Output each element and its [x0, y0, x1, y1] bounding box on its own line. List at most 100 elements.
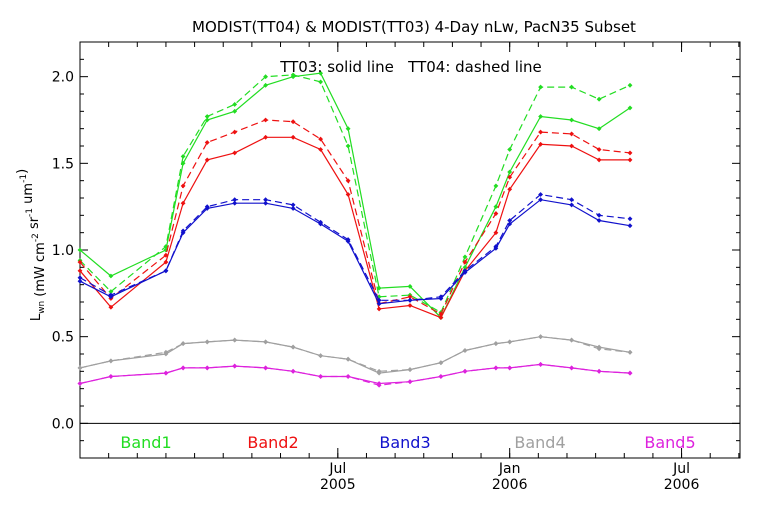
- band3-solid-point: [627, 223, 633, 229]
- band3-dashed-line: [79, 193, 631, 301]
- x-tick-month: Jan: [498, 461, 521, 477]
- plot-frame: [79, 41, 741, 459]
- band2-solid-point: [407, 303, 413, 308]
- band3-dashed-point: [538, 192, 544, 197]
- band3-solid-point: [376, 301, 382, 307]
- band3-dashed-point: [507, 218, 513, 223]
- band3-dashed-point: [163, 268, 169, 274]
- band3-solid-point: [507, 221, 513, 227]
- band2-dashed-point: [462, 259, 468, 265]
- band2-dashed-point: [180, 183, 186, 189]
- band3-dashed-point: [204, 204, 210, 210]
- band2-solid-point: [627, 157, 633, 163]
- band2-dashed-point: [77, 259, 83, 265]
- band4-dashed-point: [507, 339, 513, 345]
- band1-solid-point: [569, 117, 575, 123]
- band2-solid-point: [108, 304, 114, 310]
- band2-dashed-point: [627, 150, 633, 156]
- band4-dashed-point: [407, 367, 413, 373]
- band1-dashed-line: [79, 74, 631, 314]
- band3-dashed-point: [77, 275, 83, 281]
- band5-dashed-point: [627, 370, 633, 376]
- band1-dashed-point: [345, 143, 351, 149]
- band1-dashed-point: [263, 74, 269, 80]
- band3-solid-point: [290, 205, 296, 211]
- band2-dashed-point: [163, 252, 169, 258]
- band3-solid-point: [569, 202, 575, 208]
- band4-dashed-line: [79, 336, 631, 372]
- band3-dashed-point: [345, 237, 351, 243]
- band1-solid-point: [345, 126, 351, 132]
- band2-solid-point: [493, 230, 499, 236]
- band5-dashed-point: [180, 365, 186, 371]
- band1-solid-point: [263, 82, 269, 88]
- band3-solid-point: [77, 278, 83, 284]
- band1-solid-point: [77, 247, 83, 253]
- band2-solid-point: [232, 150, 238, 156]
- band3-dashed-point: [493, 244, 499, 249]
- band5-dashed-point: [493, 365, 499, 371]
- band5-dashed-point: [569, 365, 575, 371]
- legend: Band1 Band2 Band3 Band4 Band5: [120, 433, 695, 452]
- band4-dashed-point: [462, 348, 468, 353]
- y-axis-label: Lwn (mW cm-2 sr-1 um-1): [15, 169, 48, 321]
- band5-dashed-point: [232, 363, 238, 369]
- x-tick-month: Jul: [328, 461, 346, 477]
- band2-dashed-point: [232, 129, 238, 135]
- y-tick-label: 0.5: [52, 330, 74, 346]
- band2-solid-point: [569, 143, 575, 149]
- band2-solid-point: [318, 147, 324, 152]
- band5-dashed-point: [407, 379, 413, 385]
- band2-solid-point: [163, 259, 169, 265]
- band2-dashed-point: [596, 147, 602, 152]
- band1-solid-point: [318, 70, 324, 76]
- band1-dashed-point: [318, 79, 324, 85]
- legend-band3: Band3: [379, 433, 430, 452]
- band1-dashed-point: [108, 289, 114, 295]
- band2-dashed-point: [263, 117, 269, 123]
- band4-dashed-point: [77, 365, 83, 371]
- band4-dashed-point: [318, 353, 324, 359]
- band2-dashed-point: [569, 131, 575, 137]
- band1-solid-point: [596, 126, 602, 132]
- band2-solid-point: [180, 200, 186, 206]
- band5-dashed-point: [438, 374, 444, 379]
- band3-solid-point: [232, 200, 238, 206]
- band1-dashed-point: [462, 254, 468, 260]
- x-tick-year: 2006: [492, 477, 528, 493]
- band2-solid-point: [263, 134, 269, 140]
- band4-dashed-point: [538, 334, 544, 340]
- y-axis: 0.0 0.5 1.0 1.5 2.0: [52, 58, 740, 442]
- band3-solid-line: [79, 199, 631, 305]
- band1-solid-point: [232, 108, 238, 114]
- legend-band2: Band2: [247, 433, 298, 452]
- band5-dashed-point: [538, 361, 544, 367]
- band4-dashed-point: [596, 346, 602, 352]
- series-group: [77, 70, 633, 388]
- band4-dashed-point: [376, 368, 382, 374]
- band2-solid-line: [79, 136, 630, 319]
- band1-dashed-point: [290, 72, 296, 78]
- band1-dashed-point: [493, 183, 499, 189]
- band3-dashed-point: [596, 212, 602, 218]
- band2-solid-point: [345, 192, 351, 197]
- band3-dashed-point: [438, 294, 444, 300]
- band1-solid-point: [108, 273, 114, 279]
- band5-dashed-point: [108, 374, 114, 379]
- band1-solid-point: [627, 105, 633, 111]
- band2-solid-point: [438, 315, 444, 321]
- band2-dashed-point: [204, 140, 210, 145]
- y-tick-label: 2.0: [52, 70, 74, 86]
- band2-dashed-point: [290, 119, 296, 125]
- band5-solid-line: [79, 363, 631, 385]
- band3-dashed-point: [290, 202, 296, 208]
- legend-band4: Band4: [514, 433, 565, 452]
- band4-dashed-point: [290, 344, 296, 350]
- band5-dashed-point: [596, 368, 602, 374]
- band4-dashed-point: [180, 341, 186, 347]
- band1-solid-line: [79, 72, 631, 319]
- band3-dashed-point: [407, 297, 413, 303]
- band4-dashed-point: [569, 337, 575, 343]
